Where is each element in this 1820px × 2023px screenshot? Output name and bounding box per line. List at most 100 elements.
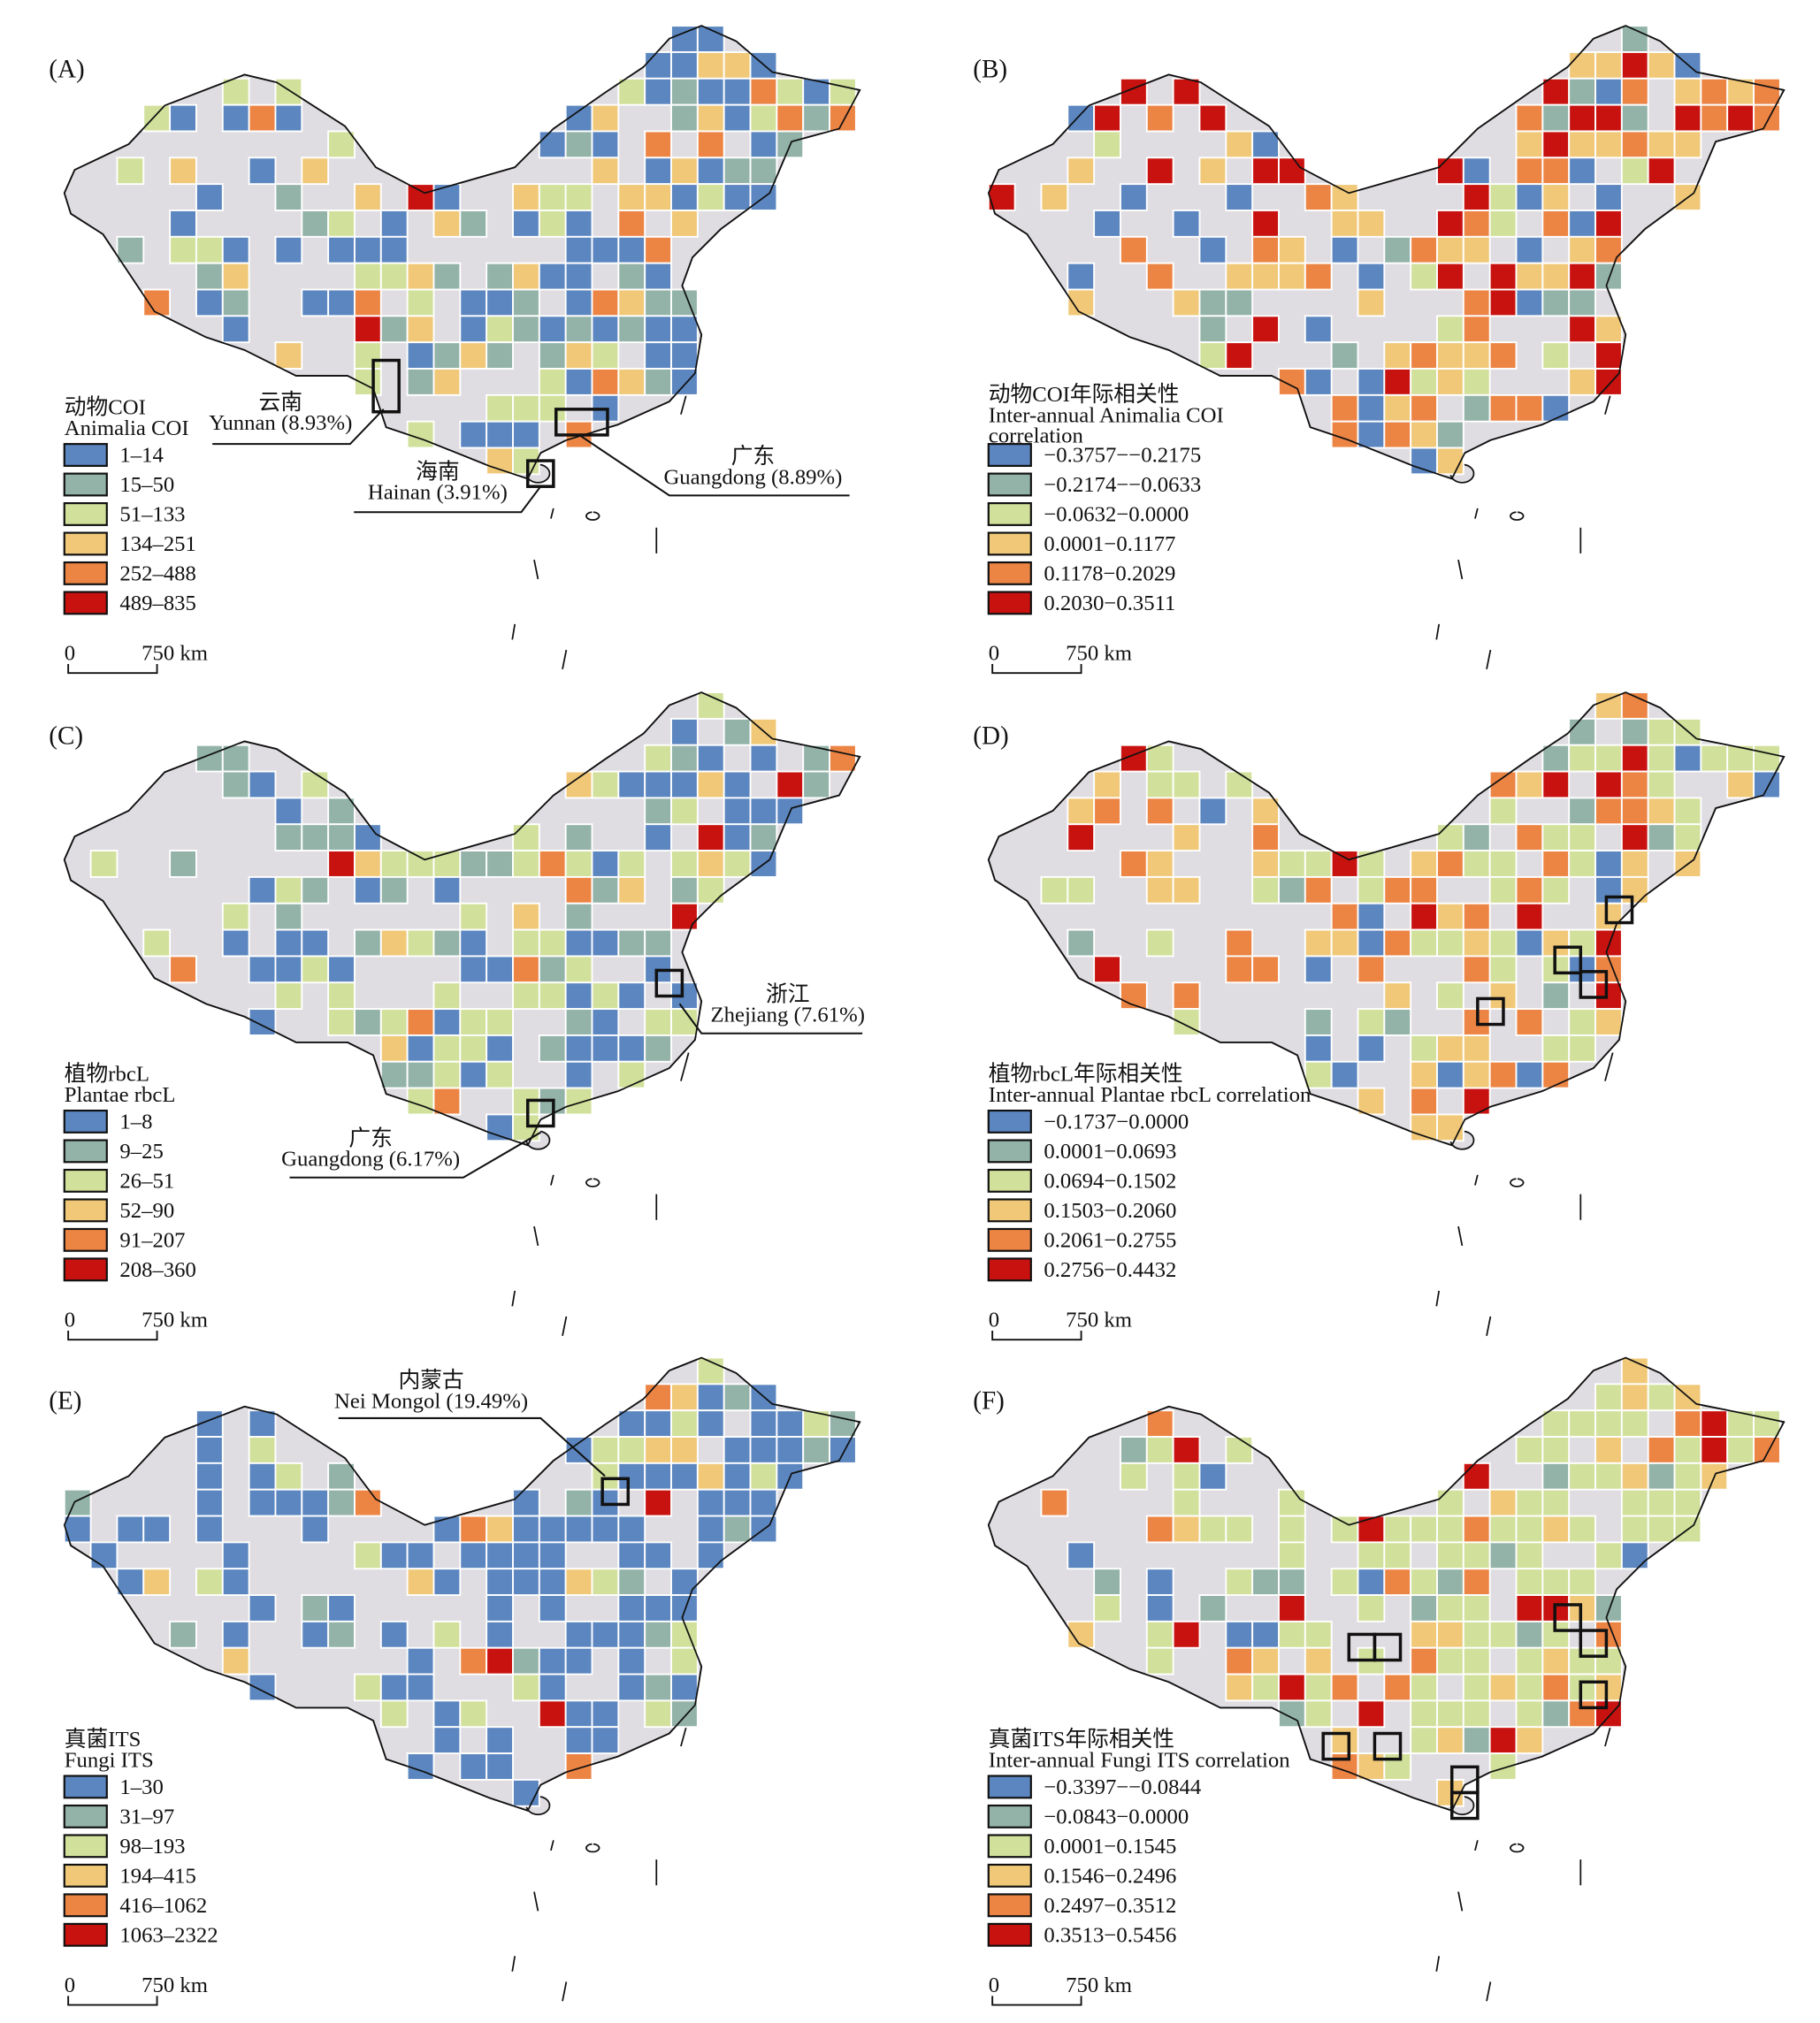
- legend-title: 植物rbcL: [65, 1062, 149, 1087]
- grid-cell: [195, 1462, 224, 1491]
- grid-cell: [1594, 797, 1623, 826]
- grid-cell: [1541, 1436, 1571, 1464]
- grid-cell: [379, 315, 409, 344]
- grid-cell: [696, 1515, 725, 1544]
- grid-cell: [1462, 156, 1491, 186]
- legend-swatch: [63, 1922, 108, 1947]
- grid-cell: [169, 156, 197, 186]
- grid-cell: [1357, 1008, 1386, 1036]
- grid-cells: [116, 25, 857, 476]
- grid-cell: [538, 130, 567, 159]
- highlighted-cell: [1449, 1790, 1480, 1821]
- grid-cell: [1251, 1673, 1280, 1702]
- grid-cell: [1541, 850, 1571, 878]
- grid-cell: [538, 1594, 567, 1622]
- grid-cell: [406, 1568, 435, 1596]
- grid-cell: [644, 341, 672, 370]
- legend-label: 134–251: [119, 532, 196, 556]
- grid-cell: [142, 928, 172, 958]
- grid-cell: [1647, 1436, 1676, 1464]
- grid-cell: [1647, 797, 1676, 826]
- grid-cell: [617, 1541, 646, 1570]
- grid-cell: [749, 1436, 778, 1464]
- highlighted-cell: [1579, 1629, 1609, 1658]
- grid-cell: [354, 341, 382, 370]
- grid-cell: [379, 262, 409, 291]
- grid-cell: [1357, 1541, 1386, 1570]
- grid-cell: [538, 1515, 567, 1544]
- grid-cell: [617, 1436, 646, 1464]
- legend-title: Plantae rbcL: [65, 1083, 176, 1107]
- grid-cell: [723, 183, 752, 211]
- grid-cell: [1594, 770, 1623, 799]
- grid-cell: [1594, 691, 1623, 720]
- grid-cell: [1357, 420, 1386, 449]
- grid-cell: [617, 1620, 646, 1649]
- grid-cell: [1594, 1383, 1623, 1412]
- grid-cell: [1568, 103, 1596, 133]
- grid-cell: [617, 262, 646, 291]
- grid-cell: [327, 797, 356, 826]
- legend-swatch: [63, 1863, 108, 1888]
- grid-cell: [195, 235, 224, 264]
- grid-cell: [1410, 341, 1438, 370]
- grid-cell: [1145, 1568, 1174, 1596]
- grid-cell: [1436, 1620, 1464, 1649]
- grid-cell: [1198, 315, 1227, 344]
- grid-cell: [1515, 823, 1544, 852]
- grid-cell: [564, 955, 593, 984]
- grid-cell: [617, 315, 646, 344]
- grid-cell: [406, 850, 435, 878]
- grid-cell: [1410, 1673, 1438, 1702]
- grid-cell: [1172, 1515, 1201, 1544]
- legend-label: 0.2756−0.4432: [1044, 1258, 1176, 1282]
- grid-cell: [512, 1673, 540, 1702]
- legend-swatch: [987, 502, 1032, 526]
- grid-cell: [1330, 210, 1359, 238]
- south-china-sea-islands: [1435, 1717, 1614, 2002]
- grid-cell: [749, 1488, 778, 1517]
- grid-cell: [1594, 1436, 1623, 1464]
- grid-cell: [1594, 103, 1623, 133]
- grid-cell: [696, 1541, 725, 1570]
- scale-distance: 750 km: [1066, 1973, 1132, 1997]
- grid-cell: [1568, 1699, 1596, 1729]
- grid-cell: [1093, 955, 1121, 984]
- legend-swatch: [987, 1804, 1032, 1828]
- grid-cell: [1700, 77, 1729, 106]
- grid-cell: [459, 420, 488, 449]
- grid-cell: [644, 368, 672, 396]
- grid-cell: [1357, 368, 1386, 396]
- grid-cell: [1251, 1646, 1280, 1676]
- legend-title: 真菌ITS年际相关性: [989, 1727, 1174, 1752]
- grid-cell: [432, 1087, 462, 1116]
- grid-cell: [1541, 210, 1571, 238]
- grid-cell: [512, 902, 540, 931]
- legend-title: 真菌ITS: [65, 1727, 141, 1752]
- highlighted-cell: [554, 408, 609, 437]
- grid-cell: [221, 1568, 250, 1596]
- grid-cell: [1515, 1699, 1544, 1729]
- grid-cell: [1172, 210, 1201, 238]
- grid-cell: [1594, 850, 1623, 878]
- grid-cell: [327, 235, 356, 264]
- legend-swatch: [63, 443, 108, 467]
- grid-cell: [354, 928, 382, 958]
- grid-cell: [538, 928, 567, 958]
- grid-cell: [1198, 156, 1227, 186]
- grid-cell: [538, 1699, 567, 1729]
- grid-cell: [1145, 928, 1174, 958]
- grid-cell: [1304, 1673, 1333, 1702]
- grid-cell: [644, 262, 672, 291]
- grid-cell: [406, 368, 435, 396]
- highlighted-cell: [1579, 1680, 1609, 1710]
- grid-cell: [564, 1515, 593, 1544]
- grid-cell: [1330, 1726, 1359, 1755]
- grid-cell: [1515, 1568, 1544, 1596]
- grid-cell: [1436, 210, 1464, 238]
- grid-cell: [1304, 928, 1333, 958]
- grid-cell: [1304, 1008, 1333, 1036]
- grid-cell: [512, 823, 540, 852]
- grid-cell: [1462, 928, 1491, 958]
- highlighted-cell: [1321, 1731, 1351, 1761]
